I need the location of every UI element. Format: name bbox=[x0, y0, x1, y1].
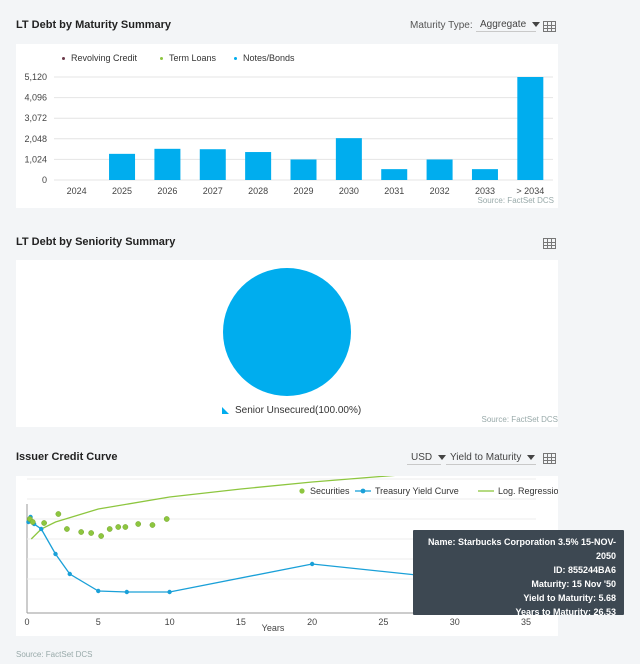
x-tick-label: 2024 bbox=[67, 186, 87, 196]
maturity-type-label: Maturity Type: bbox=[410, 20, 473, 31]
security-tooltip: Name: Starbucks Corporation 3.5% 15-NOV-… bbox=[413, 530, 624, 617]
maturity-chart-panel: Revolving Credit Term Loans Notes/Bonds … bbox=[16, 44, 558, 208]
security-point bbox=[149, 522, 156, 528]
legend-marker-icon bbox=[160, 56, 163, 60]
x-tick-label: 2028 bbox=[248, 186, 268, 196]
x-tick-label: 2027 bbox=[203, 186, 223, 196]
bar bbox=[471, 169, 498, 180]
x-tick-label: 2025 bbox=[112, 186, 132, 196]
chevron-down-icon bbox=[438, 455, 447, 460]
treasury-curve-line bbox=[27, 515, 455, 593]
x-tick-label: 10 bbox=[165, 617, 175, 627]
security-point bbox=[78, 529, 85, 535]
y-tick-label: 1,024 bbox=[24, 154, 47, 164]
x-tick-label: 20 bbox=[307, 617, 317, 627]
legend-marker bbox=[360, 488, 366, 494]
seniority-title: LT Debt by Seniority Summary bbox=[16, 236, 176, 248]
maturity-source: Source: FactSet DCS bbox=[477, 196, 554, 205]
treasury-point bbox=[309, 561, 315, 567]
bar bbox=[335, 138, 362, 180]
x-tick-label: 30 bbox=[450, 617, 460, 627]
treasury-point bbox=[53, 551, 58, 557]
legend-marker-icon bbox=[62, 56, 65, 60]
y-tick-label: 4,096 bbox=[24, 93, 47, 103]
x-axis-label: Years bbox=[262, 623, 285, 633]
seniority-chart-panel: Senior Unsecured(100.00%) Source: FactSe… bbox=[16, 260, 558, 427]
curve-source: Source: FactSet DCS bbox=[16, 650, 93, 659]
measure-dropdown[interactable]: Yield to Maturity bbox=[446, 452, 536, 465]
pie-slice-senior-unsecured bbox=[223, 268, 351, 396]
bar bbox=[154, 148, 181, 180]
maturity-bar-chart: 0 1,024 2,048 3,072 4,096 5,120 2024 2025 2026 20… bbox=[24, 72, 553, 196]
seniority-pie-chart bbox=[223, 268, 351, 396]
legend-marker bbox=[299, 488, 305, 494]
legend-marker-icon bbox=[234, 56, 237, 60]
security-point bbox=[135, 521, 142, 527]
legend-label: Treasury Yield Curve bbox=[375, 486, 459, 496]
maturity-type-value: Aggregate bbox=[480, 19, 527, 30]
legend-notes-bonds[interactable]: Notes/Bonds bbox=[234, 53, 295, 63]
security-point bbox=[88, 530, 95, 536]
legend-label: Log. Regression bbox=[498, 486, 558, 496]
regression-line bbox=[30, 476, 396, 540]
maturity-title: LT Debt by Maturity Summary bbox=[16, 19, 172, 31]
x-tick-label: 25 bbox=[378, 617, 388, 627]
security-point bbox=[106, 526, 113, 532]
y-tick-label: 5,120 bbox=[24, 72, 47, 82]
x-tick-label: 15 bbox=[236, 617, 246, 627]
legend-revolving-credit[interactable]: Revolving Credit bbox=[62, 53, 137, 63]
x-tick-label: 5 bbox=[96, 617, 101, 627]
security-point bbox=[29, 519, 36, 525]
treasury-point bbox=[167, 589, 172, 595]
x-tick-label: > 2034 bbox=[516, 186, 544, 196]
legend-senior-unsecured[interactable]: Senior Unsecured(100.00%) bbox=[222, 405, 361, 416]
security-point bbox=[64, 526, 70, 532]
x-tick-label: 2033 bbox=[475, 186, 495, 196]
security-point bbox=[41, 520, 47, 526]
security-point bbox=[122, 524, 129, 530]
security-point bbox=[98, 533, 104, 539]
y-tick-label: 3,072 bbox=[24, 113, 47, 123]
x-tick-label: 2031 bbox=[384, 186, 404, 196]
chevron-down-icon bbox=[527, 455, 536, 460]
curve-title: Issuer Credit Curve bbox=[16, 451, 118, 463]
chevron-down-icon bbox=[532, 22, 541, 27]
measure-value: Yield to Maturity bbox=[450, 452, 522, 463]
x-tick-label: 2026 bbox=[157, 186, 177, 196]
y-tick-label: 0 bbox=[42, 175, 47, 185]
security-point bbox=[163, 516, 170, 522]
maturity-type-dropdown[interactable]: Aggregate bbox=[476, 19, 541, 32]
bar bbox=[245, 152, 272, 180]
bar bbox=[426, 159, 453, 180]
bar bbox=[290, 159, 317, 180]
credit-curve-chart: 5.65.805101520253035YearsSecuritiesTreas… bbox=[24, 476, 558, 633]
seniority-source: Source: FactSet DCS bbox=[481, 415, 558, 424]
x-tick-label: 2032 bbox=[430, 186, 450, 196]
y-tick-label: 2,048 bbox=[24, 134, 47, 144]
security-point bbox=[115, 524, 122, 530]
security-point bbox=[55, 511, 62, 517]
currency-dropdown[interactable]: USD bbox=[407, 452, 447, 465]
treasury-point bbox=[124, 589, 129, 595]
legend-label: Securities bbox=[310, 486, 350, 496]
x-tick-label: 2030 bbox=[339, 186, 359, 196]
legend-marker-icon bbox=[222, 407, 229, 414]
treasury-point bbox=[39, 526, 44, 532]
bar bbox=[199, 149, 226, 180]
treasury-point bbox=[96, 588, 101, 594]
legend-term-loans[interactable]: Term Loans bbox=[160, 53, 216, 63]
x-tick-label: 35 bbox=[521, 617, 531, 627]
table-view-icon[interactable] bbox=[543, 21, 556, 32]
bar bbox=[109, 153, 136, 180]
bar bbox=[381, 169, 408, 180]
table-view-icon[interactable] bbox=[543, 453, 556, 464]
x-tick-label: 0 bbox=[24, 617, 29, 627]
bar bbox=[517, 77, 544, 180]
treasury-point bbox=[67, 571, 72, 577]
table-view-icon[interactable] bbox=[543, 238, 556, 249]
currency-value: USD bbox=[411, 452, 433, 463]
x-tick-label: 2029 bbox=[293, 186, 313, 196]
